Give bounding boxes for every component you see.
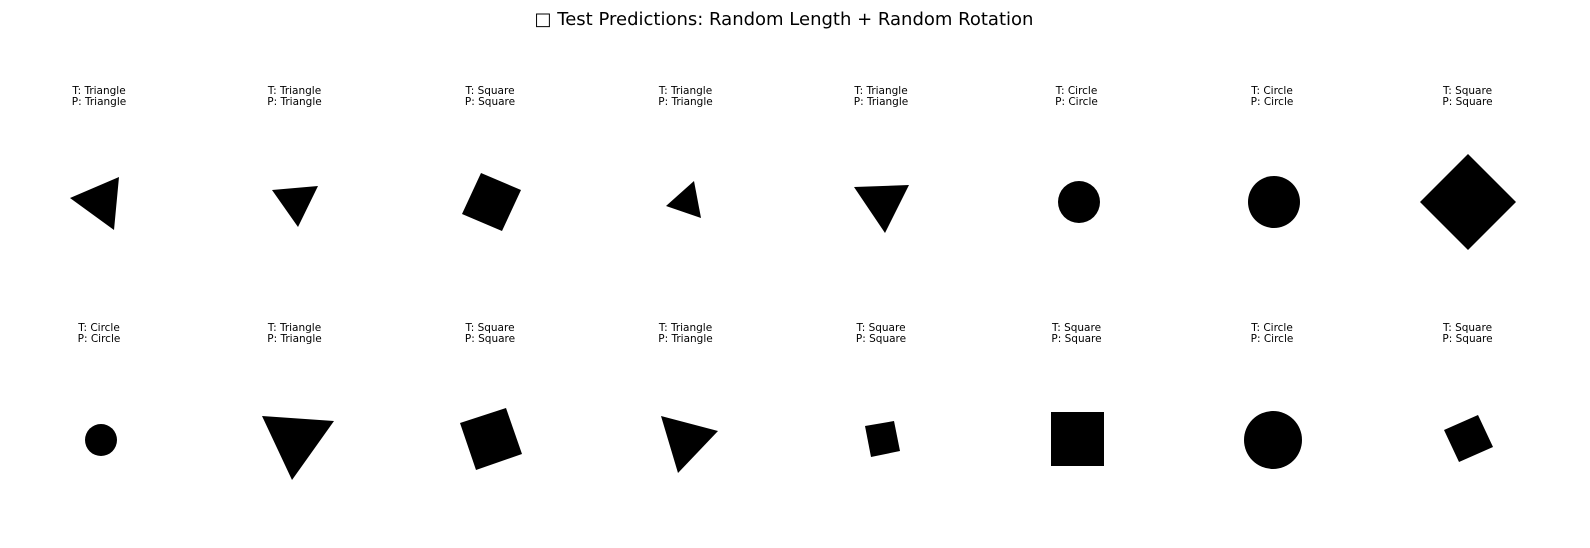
- panel-title: T: Circle P: Circle: [1250, 85, 1293, 108]
- prediction-panel: T: Triangle P: Triangle: [658, 322, 718, 473]
- prediction-panel: T: Square P: Square: [1420, 85, 1516, 250]
- triangle-shape: [262, 416, 334, 480]
- panel-title: T: Square P: Square: [464, 85, 515, 108]
- prediction-panel: T: Triangle P: Triangle: [70, 85, 126, 230]
- circle-shape: [1058, 181, 1100, 223]
- prediction-panel: T: Square P: Square: [462, 85, 521, 231]
- square-shape: [1420, 154, 1516, 250]
- true-label: T: Circle: [77, 322, 120, 334]
- square-shape: [462, 173, 521, 231]
- figure-title: □ Test Predictions: Random Length + Rand…: [535, 9, 1034, 30]
- predicted-label: P: Circle: [78, 333, 121, 345]
- panel-title: T: Circle P: Circle: [1250, 322, 1293, 345]
- panel-title: T: Triangle P: Triangle: [267, 322, 322, 345]
- true-label: T: Triangle: [658, 85, 712, 97]
- circle-shape: [1248, 176, 1300, 228]
- predicted-label: P: Triangle: [267, 333, 321, 345]
- predicted-label: P: Triangle: [267, 96, 321, 108]
- predicted-label: P: Triangle: [658, 96, 712, 108]
- panel-title: T: Square P: Square: [1442, 322, 1493, 345]
- true-label: T: Square: [464, 322, 514, 334]
- prediction-panel: T: Square P: Square: [1442, 322, 1493, 462]
- prediction-panel: T: Circle P: Circle: [1244, 322, 1302, 469]
- predicted-label: P: Square: [465, 333, 515, 345]
- triangle-shape: [666, 181, 701, 218]
- prediction-panel: T: Square P: Square: [1051, 322, 1104, 466]
- predicted-label: P: Square: [856, 333, 906, 345]
- prediction-panel: T: Square P: Square: [855, 322, 906, 457]
- predicted-label: P: Triangle: [72, 96, 126, 108]
- title-placeholder-glyph: □: [535, 9, 552, 30]
- prediction-panel: T: Triangle P: Triangle: [262, 322, 334, 480]
- prediction-panel: T: Circle P: Circle: [1248, 85, 1300, 228]
- true-label: T: Square: [855, 322, 905, 334]
- prediction-panel: T: Circle P: Circle: [1055, 85, 1100, 223]
- panel-title: T: Triangle P: Triangle: [658, 322, 713, 345]
- true-label: T: Triangle: [267, 85, 321, 97]
- true-label: T: Circle: [1055, 85, 1098, 97]
- predicted-label: P: Circle: [1055, 96, 1098, 108]
- predicted-label: P: Triangle: [854, 96, 908, 108]
- prediction-panel: T: Triangle P: Triangle: [267, 85, 322, 227]
- panel-title: T: Circle P: Circle: [77, 322, 120, 345]
- true-label: T: Circle: [1250, 322, 1293, 334]
- true-label: T: Circle: [1250, 85, 1293, 97]
- triangle-shape: [70, 177, 119, 230]
- true-label: T: Square: [1442, 85, 1492, 97]
- prediction-panel: T: Square P: Square: [460, 322, 522, 470]
- panel-title: T: Triangle P: Triangle: [853, 85, 908, 108]
- circle-shape: [1244, 411, 1302, 469]
- predicted-label: P: Square: [1442, 333, 1492, 345]
- triangle-shape: [272, 186, 318, 227]
- prediction-panel: T: Circle P: Circle: [77, 322, 120, 456]
- square-shape: [460, 408, 522, 470]
- square-shape: [865, 421, 900, 457]
- square-shape: [1051, 412, 1104, 466]
- title-text: Test Predictions: Random Length + Random…: [556, 9, 1033, 30]
- prediction-panel: T: Triangle P: Triangle: [853, 85, 909, 233]
- predicted-label: P: Circle: [1251, 96, 1294, 108]
- panel-title: T: Triangle P: Triangle: [267, 85, 322, 108]
- true-label: T: Square: [464, 85, 514, 97]
- triangle-shape: [854, 185, 909, 233]
- true-label: T: Triangle: [71, 85, 125, 97]
- true-label: T: Triangle: [853, 85, 907, 97]
- square-shape: [1444, 415, 1493, 462]
- panel-title: T: Square P: Square: [464, 322, 515, 345]
- predicted-label: P: Square: [1442, 96, 1492, 108]
- true-label: T: Square: [1442, 322, 1492, 334]
- predicted-label: P: Square: [465, 96, 515, 108]
- circle-shape: [85, 424, 117, 456]
- panel-title: T: Triangle P: Triangle: [658, 85, 713, 108]
- panel-title: T: Circle P: Circle: [1055, 85, 1098, 108]
- true-label: T: Square: [1051, 322, 1101, 334]
- panel-title: T: Square P: Square: [1442, 85, 1493, 108]
- true-label: T: Triangle: [658, 322, 712, 334]
- predicted-label: P: Triangle: [658, 333, 712, 345]
- predicted-label: P: Circle: [1251, 333, 1294, 345]
- prediction-panel: T: Triangle P: Triangle: [658, 85, 713, 218]
- panel-title: T: Square P: Square: [1051, 322, 1102, 345]
- triangle-shape: [661, 416, 718, 473]
- panel-title: T: Square P: Square: [855, 322, 906, 345]
- panel-title: T: Triangle P: Triangle: [71, 85, 126, 108]
- predicted-label: P: Square: [1051, 333, 1101, 345]
- true-label: T: Triangle: [267, 322, 321, 334]
